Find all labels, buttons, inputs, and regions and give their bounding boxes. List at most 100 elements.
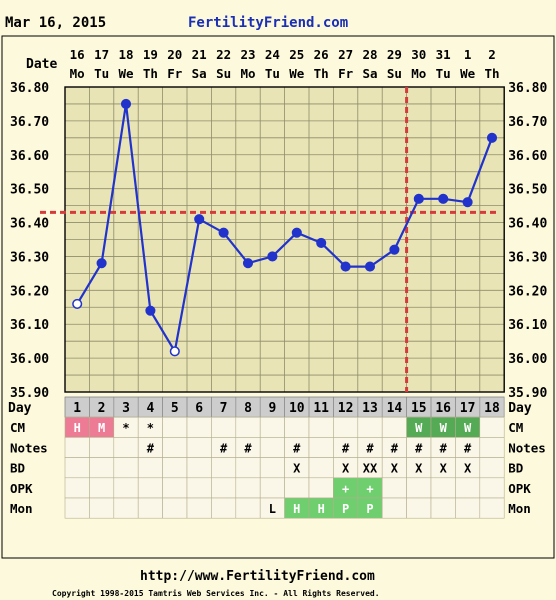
plot-border — [64, 86, 505, 393]
row-cell-value: X — [440, 462, 448, 476]
row-cell — [211, 477, 237, 499]
cycle-day-label: 3 — [122, 401, 130, 416]
row-label-right: BD — [508, 461, 523, 476]
row-cell — [479, 457, 505, 479]
row-cell-value: # — [464, 441, 472, 455]
cycle-day-label: 11 — [313, 401, 329, 416]
row-cell-value: + — [342, 482, 349, 496]
row-cell — [186, 416, 212, 438]
row-cell — [308, 477, 334, 499]
weekday-label: Th — [143, 66, 158, 81]
row-cell — [64, 437, 90, 458]
cycle-day-label: 9 — [268, 401, 276, 416]
row-cell — [479, 497, 505, 519]
day-row-label-right: Day — [508, 401, 532, 416]
row-cell — [113, 477, 139, 499]
weekday-label: Fr — [167, 66, 183, 81]
date-label: 30 — [411, 47, 426, 62]
weekday-label: Fr — [338, 66, 354, 81]
date-row-label: Date — [26, 57, 57, 72]
row-cell — [479, 437, 505, 458]
cycle-day-label: 1 — [73, 401, 81, 416]
temperature-point — [120, 98, 132, 109]
row-cell — [211, 416, 237, 438]
bbt-chart-svg: 36.80 36.80 36.70 36.70 36.60 36.60 36.50 36.50… — [1, 35, 555, 559]
row-cell — [381, 477, 407, 499]
row-cell — [64, 497, 90, 519]
row-label-right: OPK — [508, 481, 531, 496]
row-cell-value: P — [342, 502, 349, 516]
row-cell-value: H — [74, 421, 81, 435]
row-cell — [455, 497, 481, 519]
temperature-point — [413, 193, 424, 204]
temperature-point — [389, 244, 400, 255]
cycle-day-label: 17 — [460, 401, 476, 416]
row-cell — [235, 477, 261, 499]
row-label-right: Mon — [508, 501, 531, 516]
weekday-label: Sa — [362, 66, 377, 81]
row-cell-value: M — [98, 421, 105, 435]
row-cell — [186, 477, 212, 499]
date-label: 28 — [362, 47, 377, 62]
weekday-label: Mo — [70, 66, 85, 81]
y-tick-label-left: 36.30 — [10, 250, 49, 265]
row-cell — [235, 497, 261, 519]
row-cell — [211, 457, 237, 479]
row-cell — [430, 477, 456, 499]
temperature-point — [96, 258, 107, 269]
weekday-label: Tu — [265, 66, 280, 81]
row-cell — [259, 437, 285, 458]
row-cell — [89, 457, 115, 479]
row-cell — [137, 477, 163, 499]
weekday-label: Tu — [436, 66, 451, 81]
row-cell-value: H — [293, 502, 300, 516]
row-cell — [64, 457, 90, 479]
temperature-point — [462, 197, 473, 208]
cycle-day-label: 5 — [171, 401, 179, 416]
y-tick-label-left: 36.60 — [10, 149, 49, 164]
row-cell — [308, 437, 334, 458]
footer-url[interactable]: http://www.FertilityFriend.com — [140, 569, 375, 584]
weekday-label: Su — [387, 66, 402, 81]
date-label: 1 — [464, 47, 472, 62]
temperature-point — [438, 193, 449, 204]
chart-frame — [1, 35, 555, 559]
row-cell — [406, 497, 432, 519]
weekday-label: Mo — [240, 66, 255, 81]
row-cell-value: # — [293, 441, 301, 455]
row-label-right: Notes — [508, 440, 546, 455]
weekday-label: Tu — [94, 66, 109, 81]
copyright: Copyright 1998-2015 Tamtris Web Services… — [52, 589, 380, 598]
row-cell-value: X — [391, 462, 399, 476]
row-cell — [211, 497, 237, 519]
brand-title: FertilityFriend.com — [188, 15, 349, 31]
date-label: 24 — [265, 47, 280, 62]
date-label: 22 — [216, 47, 231, 62]
temperature-point — [72, 298, 83, 309]
row-cell — [479, 416, 505, 438]
temperature-point — [291, 227, 302, 238]
row-cell — [113, 457, 139, 479]
temperature-point — [486, 132, 498, 143]
date-label: 20 — [167, 47, 182, 62]
weekday-label: We — [460, 66, 476, 81]
date-label: 21 — [192, 47, 207, 62]
weekday-label: Su — [216, 66, 231, 81]
row-cell-value: W — [440, 421, 448, 435]
row-cell-value: P — [366, 502, 373, 516]
temperature-point — [218, 227, 229, 238]
row-cell — [357, 416, 383, 438]
row-cell — [137, 457, 163, 479]
row-cell — [406, 477, 432, 499]
row-cell-value: * — [122, 421, 129, 435]
date-label: 27 — [338, 47, 353, 62]
row-cell-value: X — [464, 462, 472, 476]
row-cell — [284, 416, 310, 438]
date-label: 18 — [118, 47, 133, 62]
row-cell — [479, 477, 505, 499]
row-cell-value: H — [318, 502, 325, 516]
row-label-left: Notes — [10, 440, 48, 455]
cycle-day-label: 12 — [338, 401, 354, 416]
row-cell-value: L — [269, 502, 276, 516]
weekday-label: Th — [484, 66, 499, 81]
